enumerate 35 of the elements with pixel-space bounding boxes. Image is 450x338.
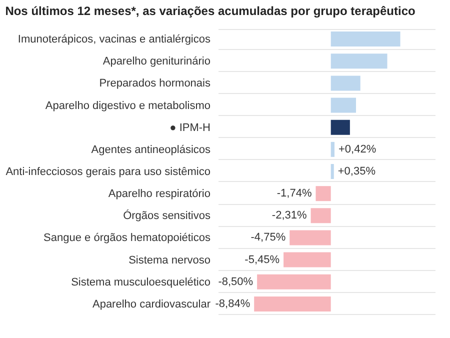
data-label: -2,31% [272, 210, 307, 222]
data-label: +0,42% [338, 143, 376, 156]
data-label: +0,35% [338, 166, 376, 178]
bar [330, 142, 334, 157]
bar [330, 120, 350, 135]
bar [330, 54, 388, 69]
bar [316, 186, 331, 202]
y-tick-label: ● IPM-H [170, 122, 211, 134]
y-tick-label: Aparelho digestivo e metabolismo [45, 100, 210, 112]
y-tick-label: Anti-infecciosos gerais para uso sistêmico [6, 166, 210, 178]
y-tick-label: Sistema musculoesquelético [71, 276, 210, 288]
y-tick-label: Aparelho cardiovascular [92, 298, 211, 310]
bar [330, 98, 356, 113]
bar [330, 32, 400, 47]
data-label: -8,50% [218, 276, 254, 288]
y-tick-label: Agentes antineoplásicos [91, 144, 211, 156]
bar [330, 164, 334, 179]
chart-title: Nos últimos 12 meses*, as variações acumuladas por grupo terapêutico [5, 4, 416, 18]
bar [257, 274, 331, 290]
bar [254, 296, 331, 312]
data-label: -8,84% [215, 298, 250, 310]
data-label: -5,45% [244, 254, 280, 266]
bar [310, 208, 331, 224]
y-tick-label: Aparelho respiratório [108, 188, 210, 200]
data-label: -1,74% [276, 188, 312, 200]
bar [284, 252, 331, 268]
y-tick-label: Sistema nervoso [128, 254, 210, 266]
y-tick-label: Sangue e órgãos hematopoiéticos [44, 232, 211, 244]
y-tick-label: Imunoterápicos, vacinas e antialérgicos [18, 34, 211, 46]
y-tick-label: Aparelho geniturinário [102, 56, 210, 68]
bar [290, 230, 331, 246]
y-tick-label: Órgãos sensitivos [123, 209, 211, 222]
data-label: -4,75% [250, 232, 286, 244]
y-tick-label: Preparados hormonais [99, 78, 211, 90]
bar [330, 76, 360, 91]
